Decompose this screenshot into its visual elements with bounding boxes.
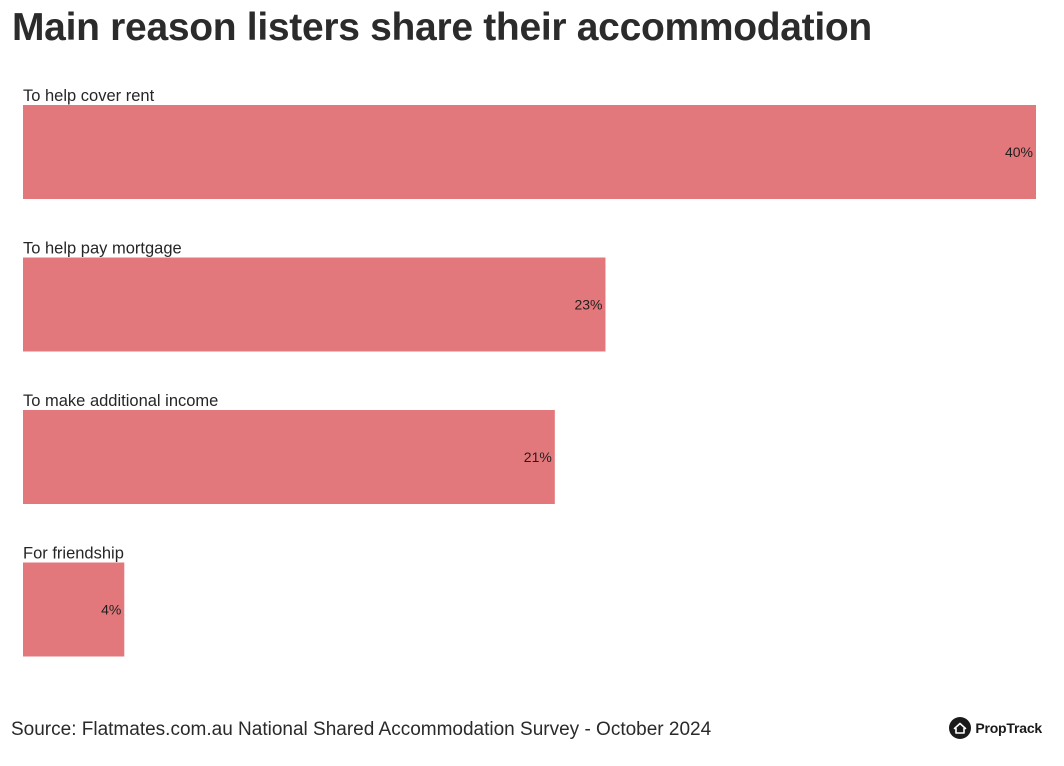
source-note: Source: Flatmates.com.au National Shared… [11,719,712,740]
category-label: For friendship [23,545,124,563]
bar [23,562,125,657]
bar-chart: To help cover rent 40% To help pay mortgag… [23,87,1036,657]
category-label: To make additional income [23,392,218,410]
bar [23,410,555,504]
chart-title: Main reason listers share their accommod… [12,6,872,49]
brand-name: PropTrack [975,720,1042,736]
value-label: 4% [101,602,121,618]
brand-logo: PropTrack [949,717,1042,739]
house-icon [949,717,972,739]
category-label: To help cover rent [23,87,155,105]
bar [23,105,1036,199]
value-label: 23% [574,297,602,313]
value-label: 21% [524,449,552,465]
category-label: To help pay mortgage [23,240,182,258]
bar [23,257,606,352]
value-label: 40% [1005,144,1033,160]
